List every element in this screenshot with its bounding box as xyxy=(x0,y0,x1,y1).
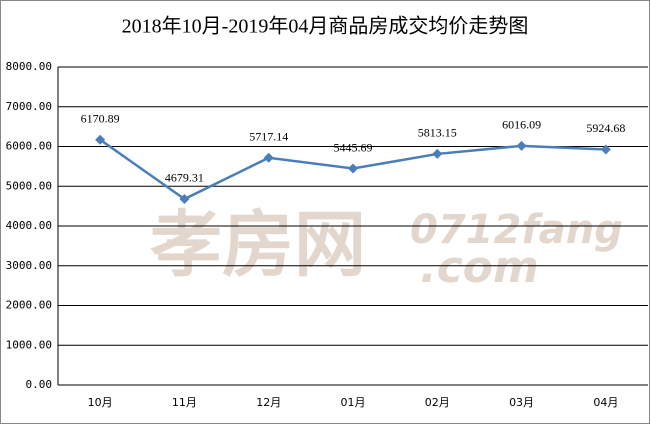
y-tick-label: 2000.00 xyxy=(6,299,52,312)
y-tick-label: 7000.00 xyxy=(6,100,52,113)
x-tick-label: 12月 xyxy=(256,396,281,409)
x-tick-label: 04月 xyxy=(593,396,618,409)
y-tick-label: 4000.00 xyxy=(6,219,52,232)
x-tick-label: 02月 xyxy=(425,396,450,409)
y-tick-label: 1000.00 xyxy=(6,338,52,351)
y-tick-label: 0.00 xyxy=(26,378,53,391)
y-tick-label: 5000.00 xyxy=(6,179,52,192)
y-tick-label: 6000.00 xyxy=(6,140,52,153)
x-tick-label: 10月 xyxy=(88,396,113,409)
point xyxy=(516,140,527,151)
value-label: 6016.09 xyxy=(502,118,541,132)
point xyxy=(600,144,611,155)
point xyxy=(95,134,106,145)
point xyxy=(263,152,274,163)
point xyxy=(179,193,190,204)
point xyxy=(348,163,358,174)
y-tick-label: 3000.00 xyxy=(6,259,52,272)
value-label: 4679.31 xyxy=(165,171,204,185)
x-tick-label: 01月 xyxy=(341,396,366,409)
value-label: 5813.15 xyxy=(418,126,457,140)
x-tick-label: 03月 xyxy=(509,396,534,409)
x-tick-label: 11月 xyxy=(172,396,197,409)
value-label: 6170.89 xyxy=(81,111,120,125)
chart-title: 2018年10月-2019年04月商品房成交均价走势图 xyxy=(122,15,529,38)
value-label: 5717.14 xyxy=(249,129,288,143)
value-label: 5445.69 xyxy=(334,140,373,154)
watermark: 0712fang xyxy=(410,207,623,253)
value-label: 5924.68 xyxy=(586,121,625,135)
watermark: .com xyxy=(420,242,539,293)
y-tick-label: 8000.00 xyxy=(6,60,52,73)
watermark: 孝房网 xyxy=(150,203,366,287)
point xyxy=(432,148,443,159)
